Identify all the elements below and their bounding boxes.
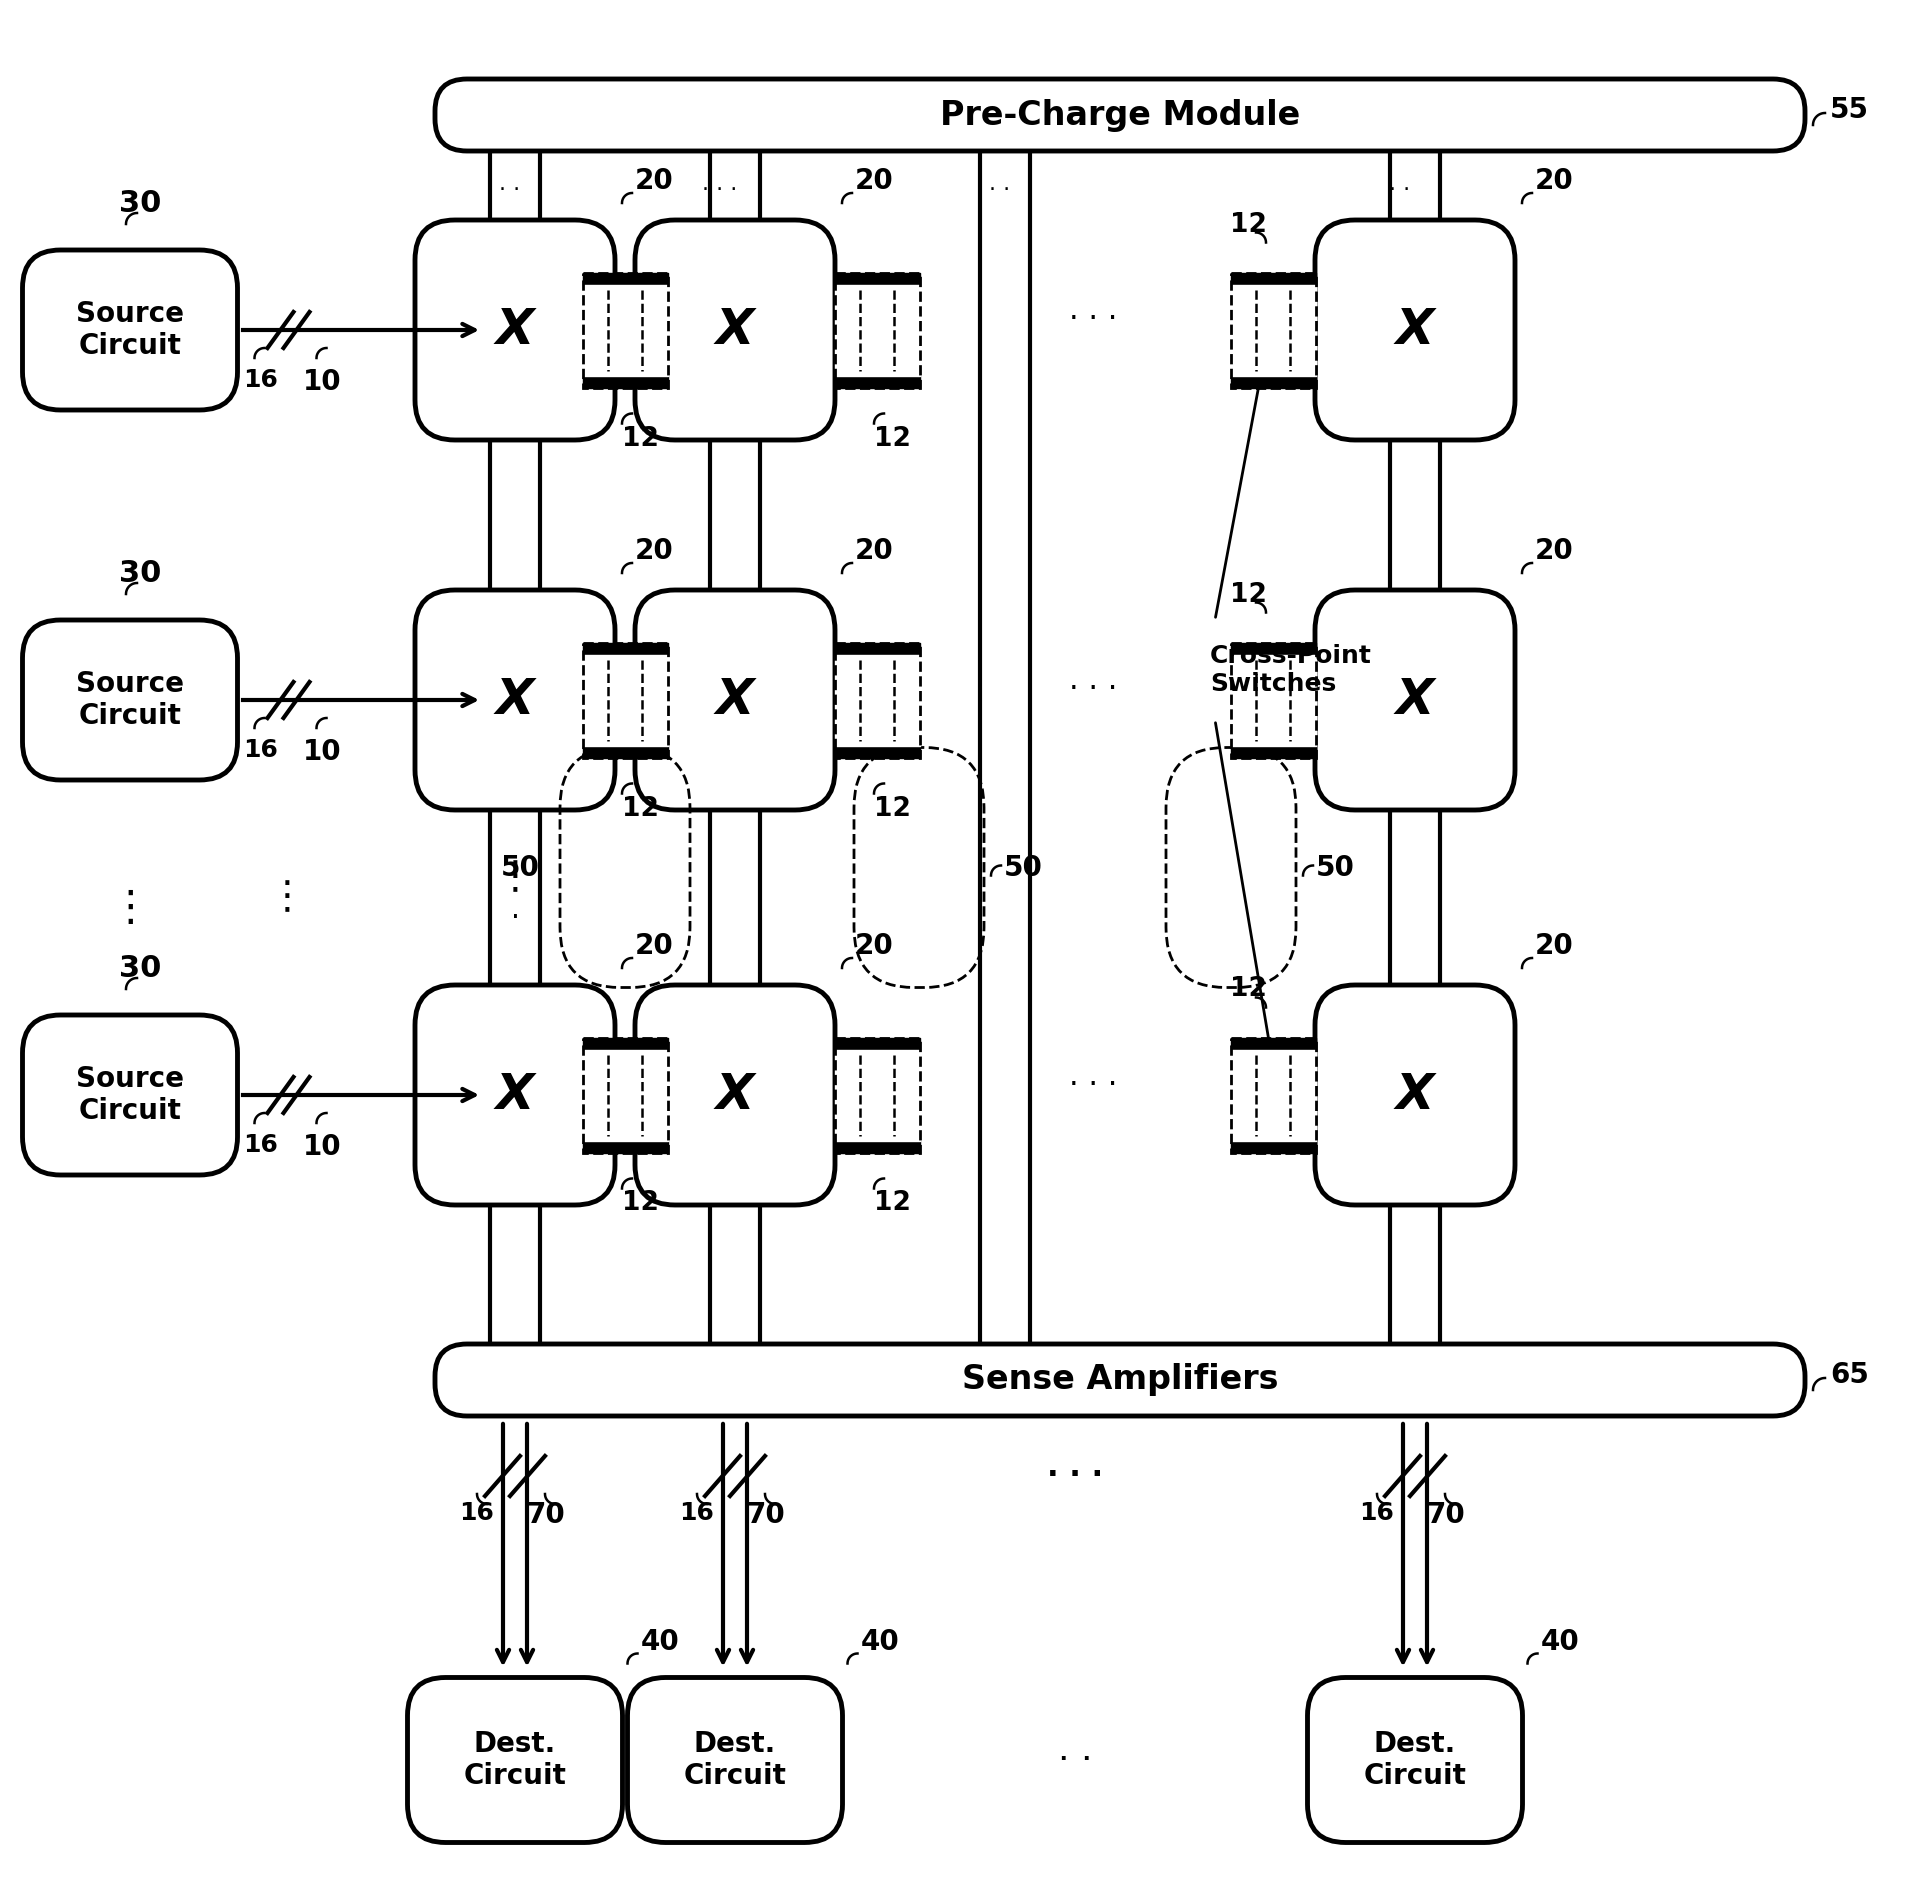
Text: 40: 40 [640,1628,680,1656]
Text: 30: 30 [119,559,161,587]
Text: 16: 16 [459,1501,494,1525]
Text: 65: 65 [1831,1361,1869,1389]
FancyBboxPatch shape [636,589,836,809]
Text: 16: 16 [244,737,279,762]
Text: 70: 70 [526,1501,565,1529]
Text: Source
Circuit: Source Circuit [77,299,184,360]
Text: 12: 12 [1229,212,1266,237]
Text: Dest.
Circuit: Dest. Circuit [684,1730,786,1791]
Text: 20: 20 [855,536,893,565]
Text: · · ·: · · · [703,180,738,201]
Text: X: X [1397,1071,1435,1120]
Text: · · ·: · · · [1047,1461,1103,1491]
Bar [1231,273,1316,387]
Text: 40: 40 [1541,1628,1579,1656]
Text: 20: 20 [855,167,893,195]
Text: · · ·: · · · [1068,305,1118,335]
Bar [834,273,920,387]
Text: 12: 12 [874,426,911,451]
Text: 12: 12 [622,1190,659,1217]
FancyBboxPatch shape [415,589,615,809]
Text: 20: 20 [855,932,893,961]
Text: ⋮: ⋮ [109,887,152,929]
Text: 20: 20 [1535,932,1573,961]
Text: 20: 20 [636,536,674,565]
Text: ·: · [511,904,519,932]
Text: Source
Circuit: Source Circuit [77,669,184,730]
Text: ⋮: ⋮ [269,879,307,917]
FancyBboxPatch shape [23,1016,238,1175]
Text: Dest.
Circuit: Dest. Circuit [463,1730,567,1791]
FancyBboxPatch shape [1308,1677,1523,1842]
Text: ⋮: ⋮ [496,858,534,896]
Text: 70: 70 [745,1501,784,1529]
Text: · · ·: · · · [1068,1071,1118,1099]
Text: Source
Circuit: Source Circuit [77,1065,184,1126]
Text: 30: 30 [119,190,161,218]
FancyBboxPatch shape [1316,589,1516,809]
Text: 16: 16 [1360,1501,1395,1525]
Text: 70: 70 [1425,1501,1464,1529]
Text: 40: 40 [861,1628,899,1656]
Text: X: X [717,677,755,724]
Text: 12: 12 [1229,976,1266,1002]
Text: 16: 16 [680,1501,715,1525]
FancyBboxPatch shape [415,220,615,440]
FancyBboxPatch shape [636,985,836,1205]
Text: X: X [1397,305,1435,354]
Text: 16: 16 [244,1133,279,1158]
Text: · · ·: · · · [1068,675,1118,705]
Bar [834,1037,920,1152]
FancyBboxPatch shape [434,80,1806,152]
Text: 50: 50 [1005,853,1043,881]
FancyBboxPatch shape [1316,985,1516,1205]
Text: X: X [496,1071,534,1120]
Text: 12: 12 [622,796,659,822]
FancyBboxPatch shape [23,620,238,781]
Text: 55: 55 [1831,97,1869,123]
Text: 20: 20 [636,932,674,961]
Text: X: X [496,305,534,354]
FancyBboxPatch shape [407,1677,622,1842]
Text: 10: 10 [304,737,342,766]
FancyBboxPatch shape [1316,220,1516,440]
Text: Pre-Charge Module: Pre-Charge Module [939,99,1301,131]
Bar [582,642,667,758]
Text: Sense Amplifiers: Sense Amplifiers [962,1364,1277,1397]
Text: 50: 50 [501,853,540,881]
FancyBboxPatch shape [434,1344,1806,1416]
Text: · ·: · · [989,180,1010,201]
Text: Cross-Point
Switches: Cross-Point Switches [1210,644,1372,695]
Bar [834,642,920,758]
Text: 16: 16 [244,368,279,392]
Text: Dest.
Circuit: Dest. Circuit [1364,1730,1466,1791]
Text: 50: 50 [1316,853,1354,881]
FancyBboxPatch shape [23,250,238,409]
Bar [582,273,667,387]
Text: 20: 20 [636,167,674,195]
Text: · ·: · · [1389,180,1410,201]
FancyBboxPatch shape [415,985,615,1205]
Text: 20: 20 [1535,167,1573,195]
Text: X: X [1397,677,1435,724]
Bar [1231,1037,1316,1152]
FancyBboxPatch shape [628,1677,843,1842]
Text: X: X [717,1071,755,1120]
Text: 20: 20 [1535,536,1573,565]
Text: · ·: · · [1058,1743,1093,1778]
Text: 12: 12 [874,796,911,822]
Bar [582,1037,667,1152]
Bar [1231,642,1316,758]
Text: 12: 12 [1229,582,1266,608]
Text: 10: 10 [304,1133,342,1162]
Text: X: X [496,677,534,724]
Text: 30: 30 [119,953,161,984]
Text: · ·: · · [499,180,521,201]
Text: X: X [717,305,755,354]
Text: 12: 12 [622,426,659,451]
Text: 12: 12 [874,1190,911,1217]
FancyBboxPatch shape [636,220,836,440]
Text: 10: 10 [304,368,342,396]
